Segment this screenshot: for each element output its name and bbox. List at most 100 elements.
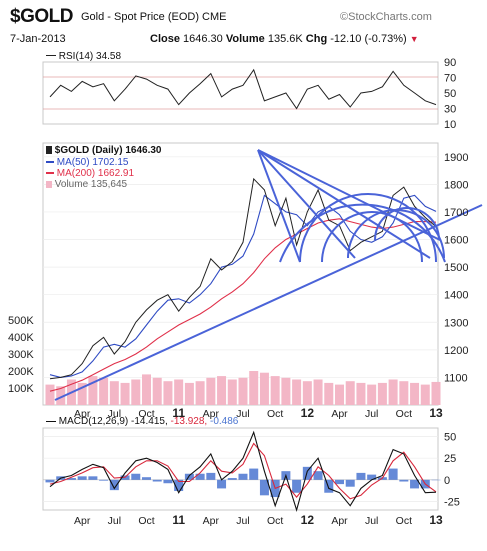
volume-bar xyxy=(270,376,280,405)
volume-bar xyxy=(45,384,55,405)
rsi-panel: 90 70 50 30 10 xyxy=(42,57,456,131)
volume-bar xyxy=(399,381,409,405)
chg-label: Chg xyxy=(305,33,328,45)
macd-hist-bar xyxy=(163,479,173,484)
volume-label: Volume xyxy=(225,33,265,45)
volume-bar xyxy=(377,382,387,405)
x-axis-label-price: Apr xyxy=(331,408,348,420)
volume-bar xyxy=(120,382,130,405)
price-panel-frame xyxy=(42,142,439,406)
macd-hist-bar xyxy=(302,466,312,480)
price-tick-label: 1800 xyxy=(444,179,468,191)
macd-hist-bar xyxy=(227,478,237,480)
volume-bar xyxy=(152,377,162,405)
fan-line-2 xyxy=(257,149,431,259)
volume-bar xyxy=(77,382,87,405)
price-y-axis: 1900 1800 1700 1600 1500 1400 1300 1200 1100 xyxy=(444,152,468,385)
ma200-legend-icon xyxy=(46,172,54,175)
x-axis-label-macd: Apr xyxy=(203,515,220,527)
macd-line xyxy=(49,430,437,512)
macd-panel-frame xyxy=(42,427,439,511)
x-axis-label-price: 12 xyxy=(301,406,315,420)
price-tick-label: 1400 xyxy=(444,290,468,302)
volume-bar xyxy=(431,381,441,405)
x-axis-label-macd: 13 xyxy=(429,513,443,527)
x-axis-macd: Apr Jul Oct 11 Apr Jul Oct 12 Apr Jul Oct 13 xyxy=(74,513,443,527)
price-tick-label: 1700 xyxy=(444,207,468,219)
ma200-legend: MA(200) 1662.91 xyxy=(46,168,134,179)
volume-tick-label: 100K xyxy=(8,383,34,395)
fan-line-1 xyxy=(257,149,441,241)
macd-hist-bar xyxy=(77,476,87,480)
rsi-tick-label: 10 xyxy=(444,119,456,131)
volume-y-axis: 500K 400K 300K 200K 100K xyxy=(8,315,34,395)
rsi-legend-text: RSI(14) 34.58 xyxy=(58,51,122,62)
down-triangle-icon: ▼ xyxy=(409,34,419,44)
x-axis-label-macd: Jul xyxy=(365,515,378,527)
x-axis-label-macd: Oct xyxy=(267,515,283,527)
rsi-tick-label: 90 xyxy=(444,57,456,69)
macd-hist-bar xyxy=(66,478,76,480)
volume-bar xyxy=(56,386,66,405)
volume-bar xyxy=(281,377,291,405)
macd-tick-label: 0 xyxy=(444,475,450,487)
volume-bar xyxy=(131,379,141,405)
price-legend: $GOLD (Daily) 1646.30 xyxy=(46,145,162,156)
volume-bar xyxy=(217,376,227,405)
macd-hist-bar xyxy=(131,473,141,480)
volume-bar xyxy=(238,377,248,405)
fan-arc-5 xyxy=(374,207,440,241)
rsi-panel-frame xyxy=(42,61,439,125)
volume-legend: Volume 135,645 xyxy=(46,179,127,190)
x-axis-label-price: Apr xyxy=(203,408,220,420)
macd-hist-bar xyxy=(142,477,151,480)
macd-hist-bar xyxy=(88,476,98,480)
volume-bar xyxy=(99,377,109,405)
macd-tick-label: 50 xyxy=(444,432,456,444)
volume-bar xyxy=(206,377,216,405)
fan-line-3 xyxy=(257,149,356,259)
volume-bar xyxy=(195,381,205,405)
price-legend-icon xyxy=(46,146,52,155)
macd-hist-bar xyxy=(388,468,398,480)
price-tick-label: 1200 xyxy=(444,345,468,357)
x-axis-label-macd: Jul xyxy=(236,515,249,527)
price-tick-label: 1300 xyxy=(444,317,468,329)
chg-value: -12.10 (-0.73%) xyxy=(330,33,407,45)
ma50-line xyxy=(49,194,437,378)
rsi-legend-icon xyxy=(46,55,56,57)
volume-bar xyxy=(313,379,323,405)
macd-signal-line xyxy=(49,442,437,500)
volume-bar xyxy=(388,379,398,405)
ma50-legend-text: MA(50) 1702.15 xyxy=(56,157,129,168)
fan-arc-3 xyxy=(321,211,423,263)
macd-hist-legend: -0.486 xyxy=(210,416,239,427)
x-axis-label-price: 11 xyxy=(172,406,185,420)
rsi-y-axis: 90 70 50 30 10 xyxy=(444,57,456,131)
volume-tick-label: 200K xyxy=(8,366,34,378)
macd-tick-label: -25 xyxy=(444,496,460,508)
rsi-line xyxy=(49,68,437,110)
volume-bar xyxy=(345,381,355,405)
volume-bar xyxy=(356,382,366,405)
volume-bar xyxy=(184,382,194,405)
volume-tick-label: 500K xyxy=(8,315,34,327)
macd-hist-bar xyxy=(356,472,366,480)
macd-hist-bar xyxy=(335,479,344,485)
trendline-support xyxy=(54,204,483,401)
rsi-tick-label: 50 xyxy=(444,88,456,100)
macd-signal-legend: -13.928, xyxy=(170,416,208,427)
brand-logo[interactable]: ©StockCharts.com xyxy=(340,11,432,23)
x-axis-label-macd: Oct xyxy=(396,515,412,527)
macd-panel: 50 25 0 -25 Apr Jul Oct 11 Apr Jul Oct 12 Apr Jul Oct… xyxy=(42,427,460,527)
macd-hist-bar xyxy=(345,479,355,487)
macd-hist-bar xyxy=(249,468,259,480)
macd-hist-bar xyxy=(152,479,162,482)
price-tick-label: 1900 xyxy=(444,152,468,164)
quote-date: 7-Jan-2013 xyxy=(10,33,66,45)
volume-legend-text: Volume 135,645 xyxy=(54,179,128,190)
x-axis-label-price: Oct xyxy=(267,408,283,420)
x-axis-label-price: Apr xyxy=(74,408,91,420)
fan-trendlines xyxy=(54,149,483,401)
volume-bar xyxy=(302,381,312,405)
